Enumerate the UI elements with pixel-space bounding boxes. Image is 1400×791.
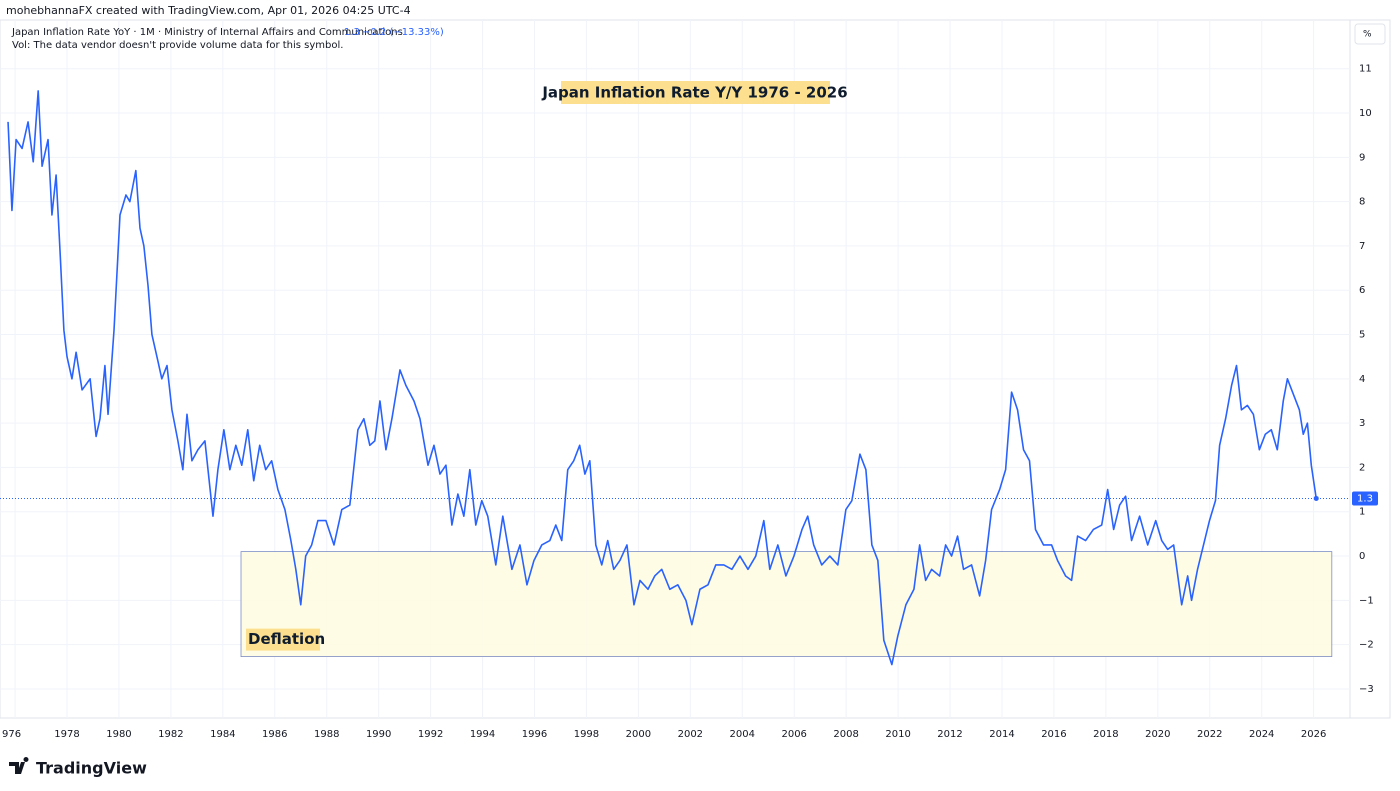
deflation-label-box xyxy=(246,628,321,651)
y-tick-label: 0 xyxy=(1359,551,1365,562)
credit: mohebhannaFX created with TradingView.co… xyxy=(6,4,411,17)
price-label-box xyxy=(1352,491,1378,506)
logo-icon xyxy=(9,756,29,774)
y-tick-label: 7 xyxy=(1359,241,1365,252)
marks xyxy=(0,90,1378,666)
y-tick-label: −1 xyxy=(1359,595,1374,606)
x-tick-label: 1982 xyxy=(158,729,183,740)
x-tick-label: 2002 xyxy=(678,729,703,740)
brand-logo: TradingView xyxy=(9,756,147,778)
x-tick-label: 2004 xyxy=(730,729,755,740)
x-tick-label: 1980 xyxy=(106,729,131,740)
last-value-dot xyxy=(1313,495,1319,501)
x-tick-label: 2022 xyxy=(1197,729,1222,740)
x-tick-label: 2014 xyxy=(989,729,1014,740)
x-tick-label: 2018 xyxy=(1093,729,1118,740)
x-tick-label: 2016 xyxy=(1041,729,1066,740)
legend-value: 1.3 xyxy=(344,27,360,38)
y-tick-label: 9 xyxy=(1359,152,1365,163)
brand-name: TradingView xyxy=(36,759,147,778)
x-tick-label: 1990 xyxy=(366,729,391,740)
x-tick-label: 2006 xyxy=(781,729,806,740)
deflation-label: Deflation xyxy=(248,630,325,648)
y-tick-label: 5 xyxy=(1359,330,1365,341)
x-tick-label: 2024 xyxy=(1249,729,1274,740)
x-tick-label: 1994 xyxy=(470,729,495,740)
x-tick-label: 1978 xyxy=(54,729,79,740)
title-box xyxy=(561,81,830,104)
x-tick-label: 1998 xyxy=(574,729,599,740)
x-tick-label: 1984 xyxy=(210,729,235,740)
x-tick-label: 976 xyxy=(2,729,21,740)
y-tick-label: 3 xyxy=(1359,418,1365,429)
y-tick-label: −3 xyxy=(1359,684,1374,695)
unit-label: % xyxy=(1363,30,1372,40)
series-line xyxy=(7,90,1318,666)
y-tick-label: 10 xyxy=(1359,108,1372,119)
y-tick-label: 4 xyxy=(1359,374,1365,385)
chart-title: Japan Inflation Rate Y/Y 1976 - 2026 xyxy=(541,84,847,102)
symbol-info: Japan Inflation Rate YoY · 1M · Ministry… xyxy=(11,27,403,38)
y-tick-label: 11 xyxy=(1359,64,1372,75)
labels: 976 1978 1980 1982 1984 1986 1988 1990 1992 1994 1… xyxy=(2,64,1374,740)
y-tick-label: 1 xyxy=(1359,507,1365,518)
price-label: 1.3 xyxy=(1357,493,1373,504)
x-tick-label: 2010 xyxy=(885,729,910,740)
y-tick-label: 2 xyxy=(1359,462,1365,473)
legend-change: −0.2 (−13.33%) xyxy=(362,27,444,38)
x-tick-label: 2012 xyxy=(937,729,962,740)
x-tick-label: 1988 xyxy=(314,729,339,740)
unit-box[interactable] xyxy=(1354,23,1386,45)
x-tick-label: 2020 xyxy=(1145,729,1170,740)
volume-note: Vol: The data vendor doesn't provide vol… xyxy=(12,40,343,51)
x-tick-label: 2008 xyxy=(833,729,858,740)
x-tick-label: 2000 xyxy=(626,729,651,740)
y-tick-label: 6 xyxy=(1359,285,1365,296)
x-tick-label: 2026 xyxy=(1301,729,1326,740)
deflation-zone xyxy=(240,551,1333,657)
y-tick-label: −2 xyxy=(1359,640,1374,651)
x-tick-label: 1992 xyxy=(418,729,443,740)
chart-frame xyxy=(0,19,1391,719)
x-tick-label: 1986 xyxy=(262,729,287,740)
x-tick-label: 1996 xyxy=(522,729,547,740)
y-tick-label: 8 xyxy=(1359,197,1365,208)
